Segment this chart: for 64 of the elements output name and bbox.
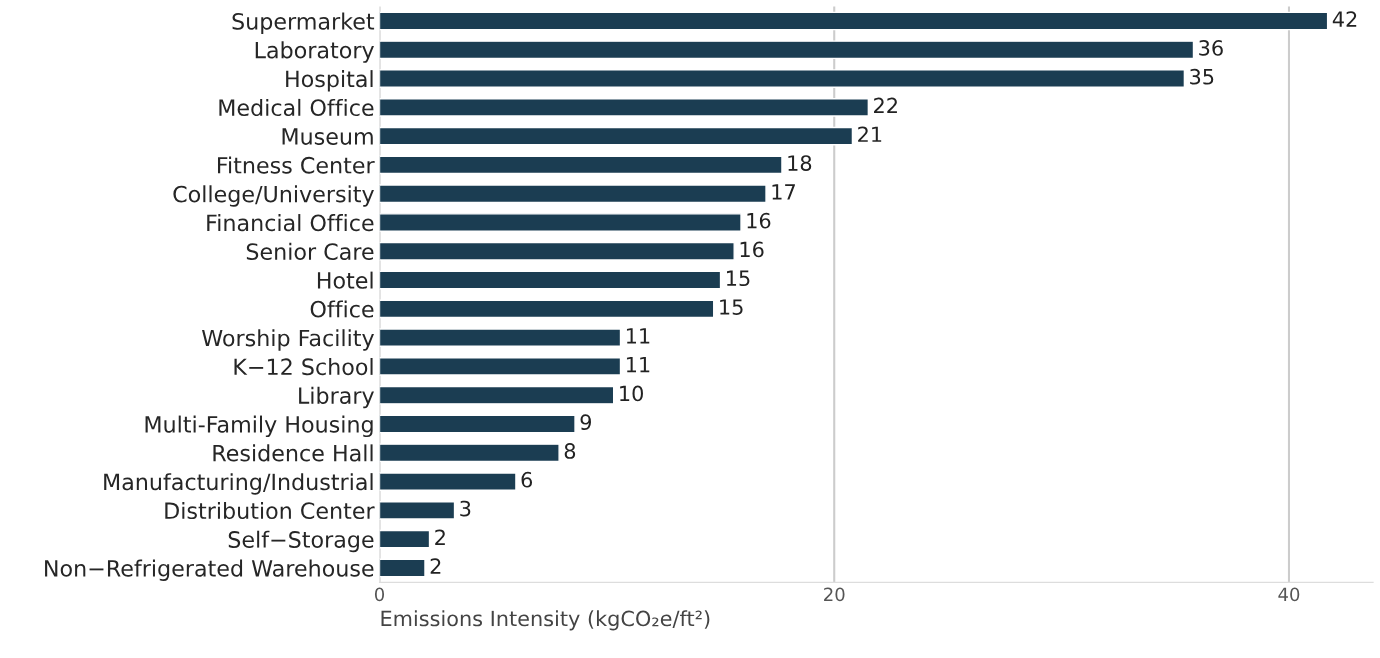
bar	[379, 385, 615, 405]
x-tick-label: 20	[824, 587, 845, 602]
data-label: 6	[521, 471, 533, 488]
bar	[379, 299, 715, 319]
bar	[379, 69, 1186, 88]
bar	[379, 40, 1195, 60]
y-tick-label: Laboratory	[255, 41, 374, 63]
y-tick-label: Worship Facility	[202, 329, 374, 351]
data-label: 9	[580, 414, 591, 431]
bar	[379, 414, 576, 434]
bar	[379, 11, 1329, 31]
data-label: 11	[626, 356, 650, 373]
bar	[379, 241, 735, 261]
y-tick-label: Fitness Center	[218, 156, 375, 174]
y-tick-label: College/University	[173, 185, 374, 207]
bar	[379, 558, 426, 578]
data-label: 18	[788, 155, 812, 171]
y-tick-label: Office	[310, 300, 374, 318]
bar	[379, 126, 854, 146]
data-label: 3	[460, 500, 471, 517]
y-tick-label: Non−Refrigerated Warehouse	[45, 559, 374, 581]
bar	[379, 155, 783, 175]
x-tick-label: 0	[374, 587, 385, 602]
data-label: 8	[564, 443, 576, 459]
x-tick-label: 40	[1278, 587, 1300, 602]
data-label: 10	[620, 385, 643, 402]
y-tick-label: K−12 School	[234, 357, 373, 376]
data-label: 35	[1190, 68, 1214, 85]
data-label: 15	[720, 299, 743, 315]
y-tick-label: Hospital	[286, 70, 373, 92]
data-label: 16	[740, 241, 764, 258]
y-tick-label: Self−Storage	[228, 530, 374, 553]
bar	[379, 184, 767, 204]
y-tick-label: Manufacturing/Industrial	[104, 473, 373, 495]
x-axis-title: Emissions Intensity (kgCO₂e/ft²)	[381, 610, 710, 631]
bar	[379, 501, 456, 520]
bar	[379, 443, 560, 463]
bar	[379, 357, 622, 376]
y-tick-label: Medical Office	[219, 98, 374, 117]
data-label: 21	[858, 126, 882, 142]
bar	[379, 98, 870, 117]
y-tick-label: Residence Hall	[213, 444, 373, 462]
data-label: 11	[626, 328, 650, 344]
y-tick-label: Supermarket	[232, 12, 375, 35]
bar	[379, 213, 742, 232]
data-label: 16	[747, 212, 771, 229]
bar	[379, 328, 622, 347]
y-tick-label: Museum	[282, 128, 373, 145]
y-tick-label: Financial Office	[207, 214, 374, 232]
data-label: 2	[430, 558, 441, 574]
data-label: 17	[772, 184, 795, 200]
y-tick-label: Senior Care	[246, 242, 374, 261]
data-label: 42	[1332, 11, 1357, 27]
bar	[379, 472, 517, 491]
y-tick-label: Hotel	[317, 271, 373, 289]
data-label: 36	[1199, 40, 1223, 56]
y-tick-label: Multi-Family Housing	[145, 415, 373, 438]
bar	[379, 529, 431, 549]
data-label: 2	[435, 529, 445, 545]
y-tick-label: Library	[299, 386, 374, 409]
data-label: 22	[874, 97, 897, 114]
bar	[379, 270, 722, 290]
y-tick-label: Distribution Center	[165, 501, 375, 520]
data-label: 15	[727, 270, 750, 287]
